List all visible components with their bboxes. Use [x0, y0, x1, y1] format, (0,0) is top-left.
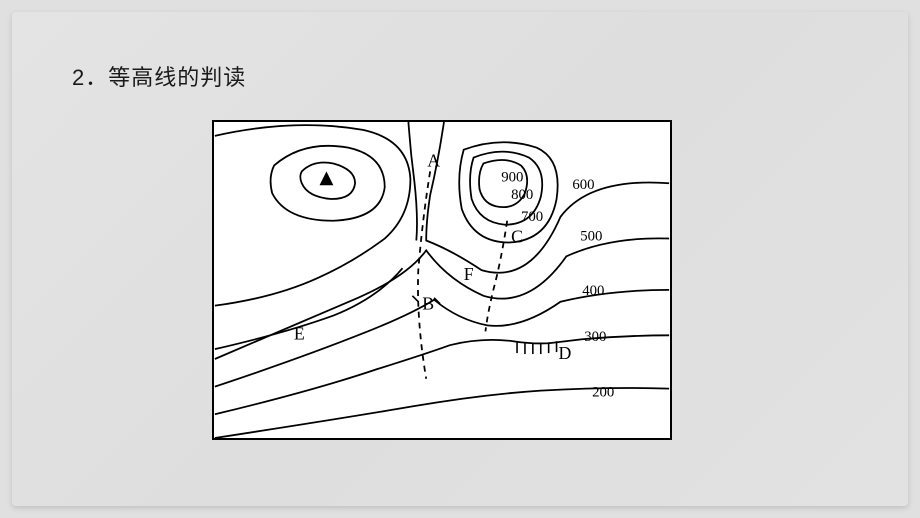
label-d: D: [559, 343, 572, 363]
value-900: 900: [501, 169, 523, 185]
peak-triangle-icon: [320, 171, 334, 185]
label-e: E: [294, 323, 305, 343]
outer-left-sweep-2: [215, 268, 403, 349]
value-600: 600: [572, 177, 594, 193]
value-400: 400: [582, 283, 604, 299]
label-a: A: [427, 150, 440, 170]
value-300: 300: [584, 329, 606, 345]
dashed-line-c: [485, 221, 507, 332]
contour-600: [426, 122, 669, 273]
value-500: 500: [580, 229, 602, 245]
value-700: 700: [521, 209, 543, 225]
value-800: 800: [511, 187, 533, 203]
slide: 2．等高线的判读: [12, 12, 908, 506]
label-f: F: [464, 264, 474, 284]
heading-text: 2．等高线的判读: [72, 60, 246, 92]
label-c: C: [511, 226, 523, 246]
label-b: B: [422, 294, 434, 314]
value-200: 200: [592, 385, 614, 401]
outer-left-sweep: [215, 125, 411, 306]
contour-diagram: A B C D E F 900 800 700 600 500 400 300 …: [212, 120, 672, 440]
contour-svg: A B C D E F 900 800 700 600 500 400 300 …: [214, 122, 670, 438]
